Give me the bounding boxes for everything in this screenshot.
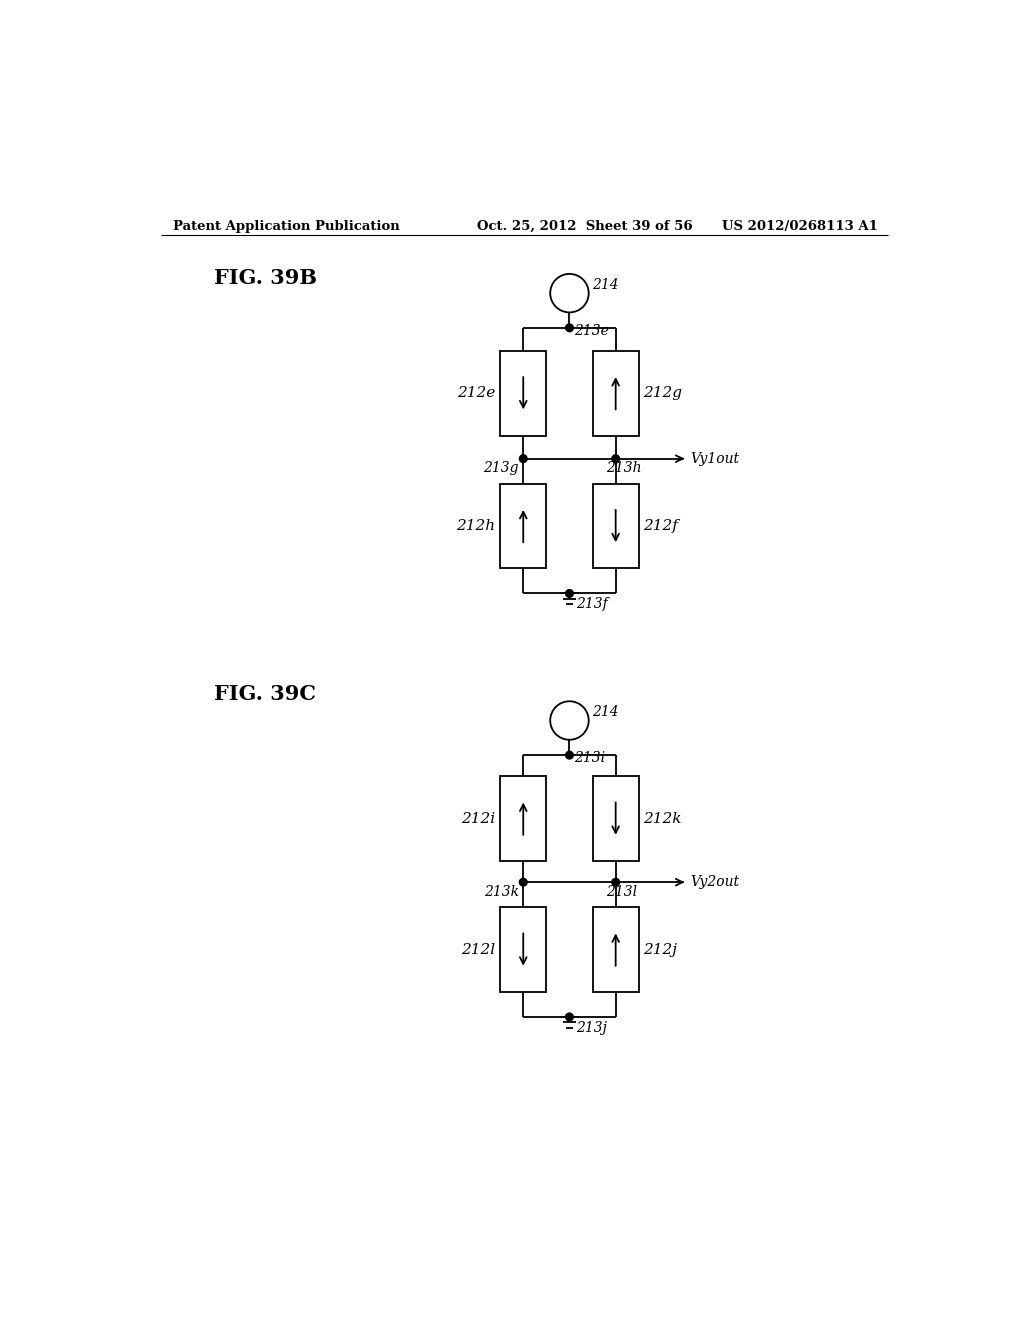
Text: FIG. 39B: FIG. 39B	[214, 268, 316, 288]
Text: 212k: 212k	[643, 812, 682, 826]
Text: 212g: 212g	[643, 387, 682, 400]
Circle shape	[565, 590, 573, 597]
Bar	[593, 907, 639, 991]
Text: Vy2out: Vy2out	[690, 875, 739, 890]
Text: FIG. 39C: FIG. 39C	[214, 684, 315, 704]
Circle shape	[611, 878, 620, 886]
Circle shape	[565, 1014, 573, 1020]
Text: 213i: 213i	[574, 751, 605, 766]
Text: 212e: 212e	[458, 387, 496, 400]
Text: 213j: 213j	[575, 1020, 606, 1035]
Text: 212f: 212f	[643, 519, 678, 533]
Text: 212l: 212l	[462, 942, 496, 957]
Text: 212i: 212i	[462, 812, 496, 826]
Text: 213f: 213f	[575, 598, 607, 611]
Text: 212h: 212h	[457, 519, 496, 533]
Bar	[500, 776, 547, 861]
Text: 213e: 213e	[574, 323, 609, 338]
Circle shape	[565, 323, 573, 331]
Text: US 2012/0268113 A1: US 2012/0268113 A1	[722, 219, 878, 232]
Circle shape	[611, 455, 620, 462]
Text: Patent Application Publication: Patent Application Publication	[173, 219, 399, 232]
Circle shape	[550, 275, 589, 313]
Circle shape	[565, 751, 573, 759]
Bar	[593, 483, 639, 569]
Bar	[500, 907, 547, 991]
Text: 213k: 213k	[483, 884, 518, 899]
Text: 213l: 213l	[606, 884, 638, 899]
Circle shape	[550, 701, 589, 739]
Text: 214: 214	[593, 277, 620, 292]
Text: 213h: 213h	[606, 461, 642, 475]
Bar	[500, 351, 547, 436]
Circle shape	[519, 455, 527, 462]
Bar	[593, 776, 639, 861]
Text: Oct. 25, 2012  Sheet 39 of 56: Oct. 25, 2012 Sheet 39 of 56	[477, 219, 692, 232]
Circle shape	[519, 878, 527, 886]
Bar	[593, 351, 639, 436]
Text: Vy1out: Vy1out	[690, 451, 739, 466]
Bar	[500, 483, 547, 569]
Text: 214: 214	[593, 705, 620, 719]
Text: 213g: 213g	[483, 461, 518, 475]
Text: 212j: 212j	[643, 942, 678, 957]
